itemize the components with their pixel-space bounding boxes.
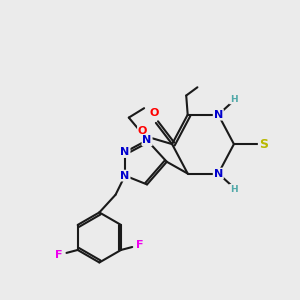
Text: H: H	[230, 94, 237, 103]
Text: S: S	[259, 138, 268, 151]
Text: N: N	[214, 110, 223, 120]
Text: N: N	[142, 135, 152, 145]
Text: N: N	[214, 169, 223, 178]
Text: N: N	[120, 171, 130, 181]
Text: H: H	[230, 185, 237, 194]
Text: O: O	[138, 126, 147, 136]
Text: F: F	[56, 250, 63, 260]
Text: O: O	[150, 109, 159, 118]
Text: N: N	[120, 147, 130, 157]
Text: F: F	[136, 240, 143, 250]
